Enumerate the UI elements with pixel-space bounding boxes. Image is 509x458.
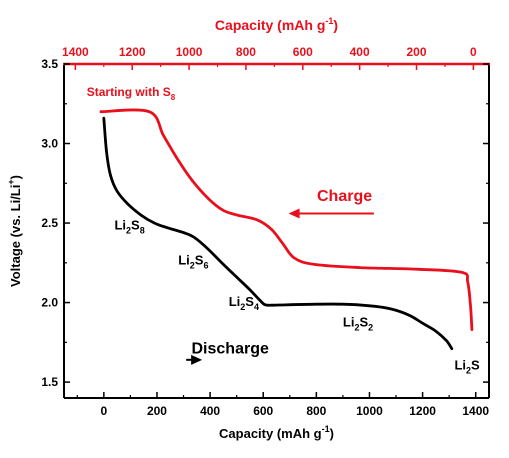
phase-label-li: Li [114, 217, 126, 232]
bottom-tick-label: 1000 [356, 404, 383, 418]
phase-label-li2s4: Li2S4 [229, 294, 259, 312]
phase-label-sub2: 6 [203, 260, 208, 270]
labels-layer: Capacity (mAh g-1)Capacity (mAh g-1)Volt… [6, 16, 480, 441]
top-tick-label: 1200 [119, 45, 146, 59]
starting-with-s-label: Starting with S8 [87, 85, 176, 102]
discharge-label: Discharge [192, 340, 269, 357]
annotation-text: Discharge [192, 340, 269, 357]
top-tick-label: 400 [350, 45, 370, 59]
phase-label-s: S [131, 217, 140, 232]
axes-layer: 0 200 400 600 800 1000 1200 1400 1400 1200 1000 800… [41, 45, 489, 418]
top-axis-title-text: Capacity (mAh g [215, 17, 325, 33]
y-tick-label: 2.5 [41, 216, 58, 230]
top-axis-title: Capacity (mAh g-1) [215, 16, 338, 33]
y-tick-label: 3.5 [41, 57, 58, 71]
phase-label-sub2: 4 [254, 302, 259, 312]
y-tick-label: 3.0 [41, 137, 58, 151]
bottom-axis-title: Capacity (mAh g-1) [219, 424, 334, 441]
top-axis-title-close: ) [333, 17, 338, 33]
bottom-tick-label: 800 [306, 404, 326, 418]
top-tick-label: 200 [406, 45, 426, 59]
phase-label-sub2: 8 [140, 225, 145, 235]
y-axis-title-sup: + [6, 179, 16, 184]
bottom-axis-title-sup: -1 [322, 424, 330, 434]
annotation-sub: 8 [171, 93, 176, 102]
top-tick-label: 1000 [176, 45, 203, 59]
phase-label-s: S [195, 252, 204, 267]
phase-label-s: S [245, 294, 254, 309]
charge-curve [99, 108, 474, 331]
discharge-curve [102, 116, 454, 351]
phase-label-li: Li [229, 294, 241, 309]
bottom-tick-label: 400 [200, 404, 220, 418]
y-tick-label: 1.5 [41, 375, 58, 389]
top-tick-label: 800 [236, 45, 256, 59]
phase-label-s: S [471, 357, 480, 372]
bottom-tick-label: 0 [101, 404, 108, 418]
phase-label-sub1: 2 [126, 225, 131, 235]
annotation-text: Charge [317, 188, 372, 205]
phase-label-li2s6: Li2S6 [178, 252, 208, 270]
bottom-axis-title-text: Capacity (mAh g [219, 426, 322, 441]
phase-label-sub1: 2 [190, 260, 195, 270]
y-axis-title-text: Voltage (vs. Li/Li [8, 185, 23, 287]
bottom-tick-label: 200 [147, 404, 167, 418]
phase-label-li2s8: Li2S8 [114, 217, 144, 235]
bottom-tick-label: 1200 [409, 404, 436, 418]
phase-label-li: Li [178, 252, 190, 267]
bottom-tick-label: 600 [253, 404, 273, 418]
phase-label-sub1: 2 [240, 302, 245, 312]
phase-label-sub1: 2 [466, 365, 471, 375]
top-axis-title-sup: -1 [325, 16, 333, 26]
phase-label-li: Li [343, 314, 355, 329]
phase-label-s: S [359, 314, 368, 329]
phase-label-sub1: 2 [354, 322, 359, 332]
phase-label-li2s2: Li2S2 [343, 314, 373, 332]
y-axis-title-close: ) [8, 175, 23, 179]
annotation-text: Starting with S [87, 85, 171, 99]
y-tick-label: 2.0 [41, 296, 58, 310]
bottom-tick-label: 1400 [462, 404, 489, 418]
charge-arrow-head [288, 208, 300, 219]
phase-label-li: Li [454, 357, 466, 372]
top-tick-label: 0 [470, 45, 477, 59]
phase-label-sub2: 2 [368, 322, 373, 332]
phase-label-li2s: Li2S [454, 357, 480, 375]
top-tick-label: 1400 [62, 45, 89, 59]
top-tick-label: 600 [293, 45, 313, 59]
charge-label: Charge [317, 188, 372, 205]
discharge-arrow-head [191, 354, 203, 365]
bottom-axis-title-close: ) [330, 426, 334, 441]
y-axis-title: Voltage (vs. Li/Li+) [6, 175, 23, 287]
series-layer [99, 108, 474, 351]
